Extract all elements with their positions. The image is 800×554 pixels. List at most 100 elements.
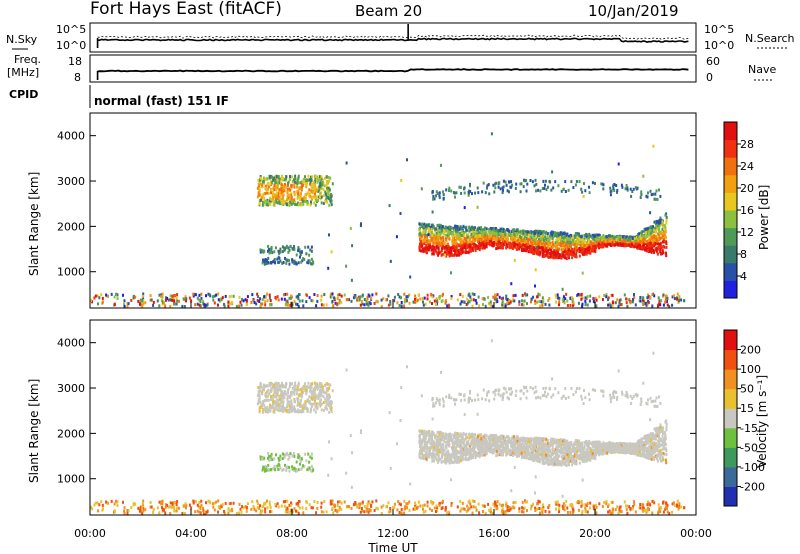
morning-lower-velocity-cell	[279, 457, 282, 461]
afternoon-upper-power-cell	[442, 193, 445, 197]
afternoon-band-power-cell	[480, 232, 483, 235]
afternoon-band-power-cell	[573, 243, 576, 246]
morning-upper-velocity-cell	[284, 384, 287, 388]
afternoon-band-power-cell	[434, 229, 437, 233]
morning-upper-power-cell	[303, 195, 306, 199]
afternoon-band-power-cell	[591, 233, 594, 237]
morning-upper-velocity-cell	[299, 409, 302, 413]
morning-lower-velocity-cell	[259, 455, 262, 459]
afternoon-band-power-cell	[665, 215, 668, 219]
morning-lower-power-cell	[302, 257, 304, 261]
morning-upper-velocity-cell	[292, 390, 294, 394]
afternoon-band-power-cell	[516, 243, 519, 247]
morning-upper-power-cell	[306, 202, 309, 206]
afternoon-band-power-cell	[424, 228, 427, 232]
afternoon-band-power-cell	[532, 233, 535, 237]
afternoon-band-power-cell	[459, 226, 462, 230]
afternoon-band-power-cell	[541, 239, 543, 243]
ground-scatter-power-cell	[592, 300, 595, 304]
afternoon-band-power-cell	[556, 231, 559, 235]
afternoon-band-power-cell	[520, 231, 523, 235]
ground-scatter-power-cell	[158, 304, 161, 308]
ground-scatter-power-cell	[238, 295, 241, 299]
morning-lower-velocity-cell	[288, 455, 291, 459]
ground-scatter-power-cell	[142, 292, 145, 296]
afternoon-band-power-cell	[567, 254, 570, 258]
ground-scatter-power-cell	[406, 299, 408, 303]
morning-upper-power-cell	[272, 178, 275, 182]
afternoon-upper-power-cell	[525, 179, 528, 182]
ground-scatter-power-cell	[577, 292, 580, 296]
ground-scatter-power-cell	[563, 301, 566, 305]
morning-upper-velocity-cell	[315, 402, 318, 406]
afternoon-band-power-cell	[427, 223, 430, 227]
morning-upper-power-cell	[271, 196, 274, 200]
afternoon-band-power-cell	[562, 242, 564, 245]
ground-scatter-power-cell	[141, 304, 144, 308]
ground-scatter-power-cell	[566, 299, 569, 303]
ground-scatter-power-cell	[197, 298, 200, 302]
ground-scatter-power-cell	[430, 292, 433, 296]
ground-scatter-power-cell	[625, 301, 628, 305]
ground-scatter-power-cell	[94, 294, 97, 298]
morning-lower-velocity-cell	[267, 456, 269, 460]
afternoon-upper-power-cell	[639, 196, 642, 199]
morning-upper-power-cell	[260, 195, 263, 199]
ground-scatter-power-cell	[547, 299, 550, 302]
afternoon-band-power-cell	[602, 244, 605, 248]
morning-lower-power-cell	[277, 249, 280, 253]
afternoon-band-power-cell	[489, 237, 492, 241]
ground-scatter-power-cell	[270, 303, 273, 307]
afternoon-upper-power-cell	[601, 182, 604, 186]
morning-upper-power-cell	[293, 178, 296, 182]
afternoon-band-power-cell	[581, 240, 584, 244]
afternoon-band-power-cell	[442, 236, 445, 240]
ground-scatter-power-cell	[585, 297, 588, 300]
morning-upper-velocity-cell	[315, 395, 318, 399]
ground-scatter-power-cell	[269, 303, 272, 307]
morning-upper-velocity-cell	[328, 386, 331, 390]
afternoon-band-power-cell	[454, 234, 457, 238]
morning-lower-power-cell	[270, 245, 273, 249]
afternoon-band-power-cell	[578, 232, 581, 236]
afternoon-band-velocity-cell	[462, 457, 465, 461]
afternoon-band-power-cell	[578, 254, 581, 258]
morning-upper-velocity-cell	[276, 403, 279, 407]
afternoon-band-power-cell	[464, 226, 467, 230]
ground-scatter-power-cell	[481, 297, 484, 301]
morning-upper-velocity-cell	[275, 395, 278, 399]
afternoon-band-velocity-cell	[595, 453, 598, 457]
ground-scatter-power-cell	[658, 300, 661, 304]
morning-upper-power-cell	[284, 183, 286, 186]
morning-upper-power-cell	[295, 203, 298, 207]
ground-scatter-power-cell	[566, 304, 569, 307]
ground-scatter-power-cell	[340, 300, 343, 304]
afternoon-band-power-cell	[532, 252, 535, 255]
afternoon-band-power-cell	[535, 234, 538, 238]
afternoon-upper-power-cell	[436, 191, 439, 195]
afternoon-band-power-cell	[537, 243, 539, 246]
afternoon-band-power-cell	[542, 236, 545, 239]
afternoon-band-power-cell	[612, 235, 615, 239]
afternoon-band-power-cell	[506, 233, 509, 236]
morning-upper-power-cell	[281, 188, 284, 191]
morning-lower-power-cell	[263, 249, 266, 253]
ground-scatter-power-cell	[284, 292, 287, 296]
noise-trace	[96, 24, 689, 48]
morning-upper-velocity-cell	[325, 389, 328, 393]
ground-scatter-power-cell	[97, 302, 99, 306]
afternoon-band-power-cell	[437, 228, 440, 232]
morning-upper-power-cell	[304, 182, 307, 185]
afternoon-upper-power-cell	[535, 189, 537, 193]
afternoon-band-power-cell	[423, 228, 426, 232]
afternoon-band-power-cell	[438, 231, 441, 235]
morning-lower-velocity-cell	[281, 452, 284, 456]
afternoon-band-power-cell	[597, 233, 600, 237]
afternoon-band-power-cell	[612, 243, 615, 247]
afternoon-upper-power-cell	[646, 195, 649, 199]
ground-scatter-power-cell	[555, 300, 557, 304]
speckle-power-cell	[388, 204, 391, 208]
morning-upper-velocity-cell	[329, 383, 332, 387]
morning-lower-power-cell	[308, 259, 311, 263]
afternoon-band-power-cell	[592, 237, 595, 241]
